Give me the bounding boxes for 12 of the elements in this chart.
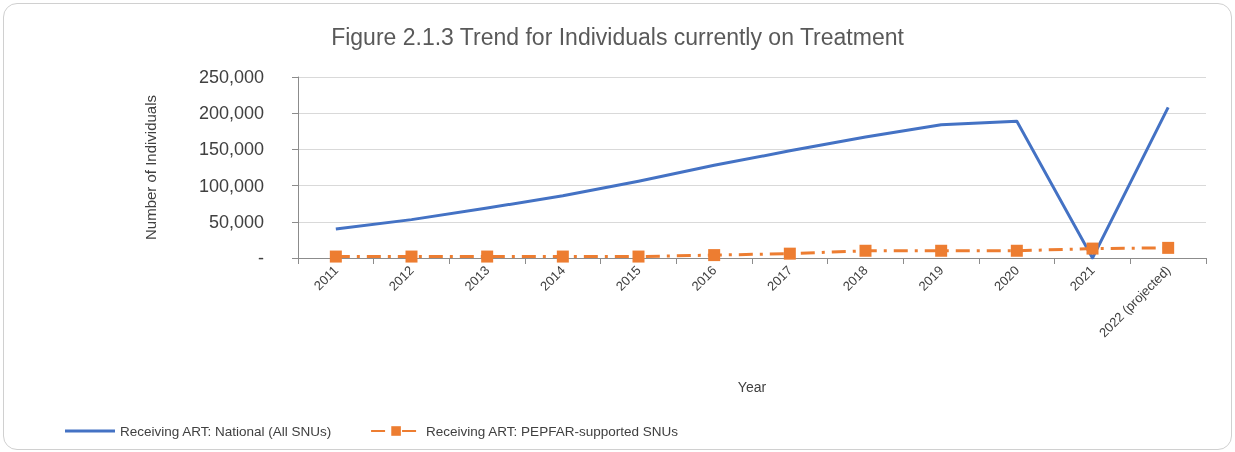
legend-label: Receiving ART: National (All SNUs) bbox=[120, 423, 332, 439]
chart-title: Figure 2.1.3 Trend for Individuals currently on Treatment bbox=[331, 23, 905, 50]
legend-label: Receiving ART: PEPFAR-supported SNUs bbox=[426, 423, 679, 439]
y-tick-label: 100,000 bbox=[198, 175, 264, 196]
line-series bbox=[334, 105, 1170, 260]
y-tick-label: 50,000 bbox=[208, 211, 264, 232]
y-tick-label: 250,000 bbox=[198, 67, 264, 87]
x-axis-title: Year bbox=[737, 379, 767, 395]
y-tick-label: 150,000 bbox=[198, 139, 264, 160]
y-tick-label: - bbox=[258, 248, 264, 268]
y-tick-label: 200,000 bbox=[198, 103, 264, 124]
y-axis-title: Number of Individuals bbox=[142, 94, 159, 241]
